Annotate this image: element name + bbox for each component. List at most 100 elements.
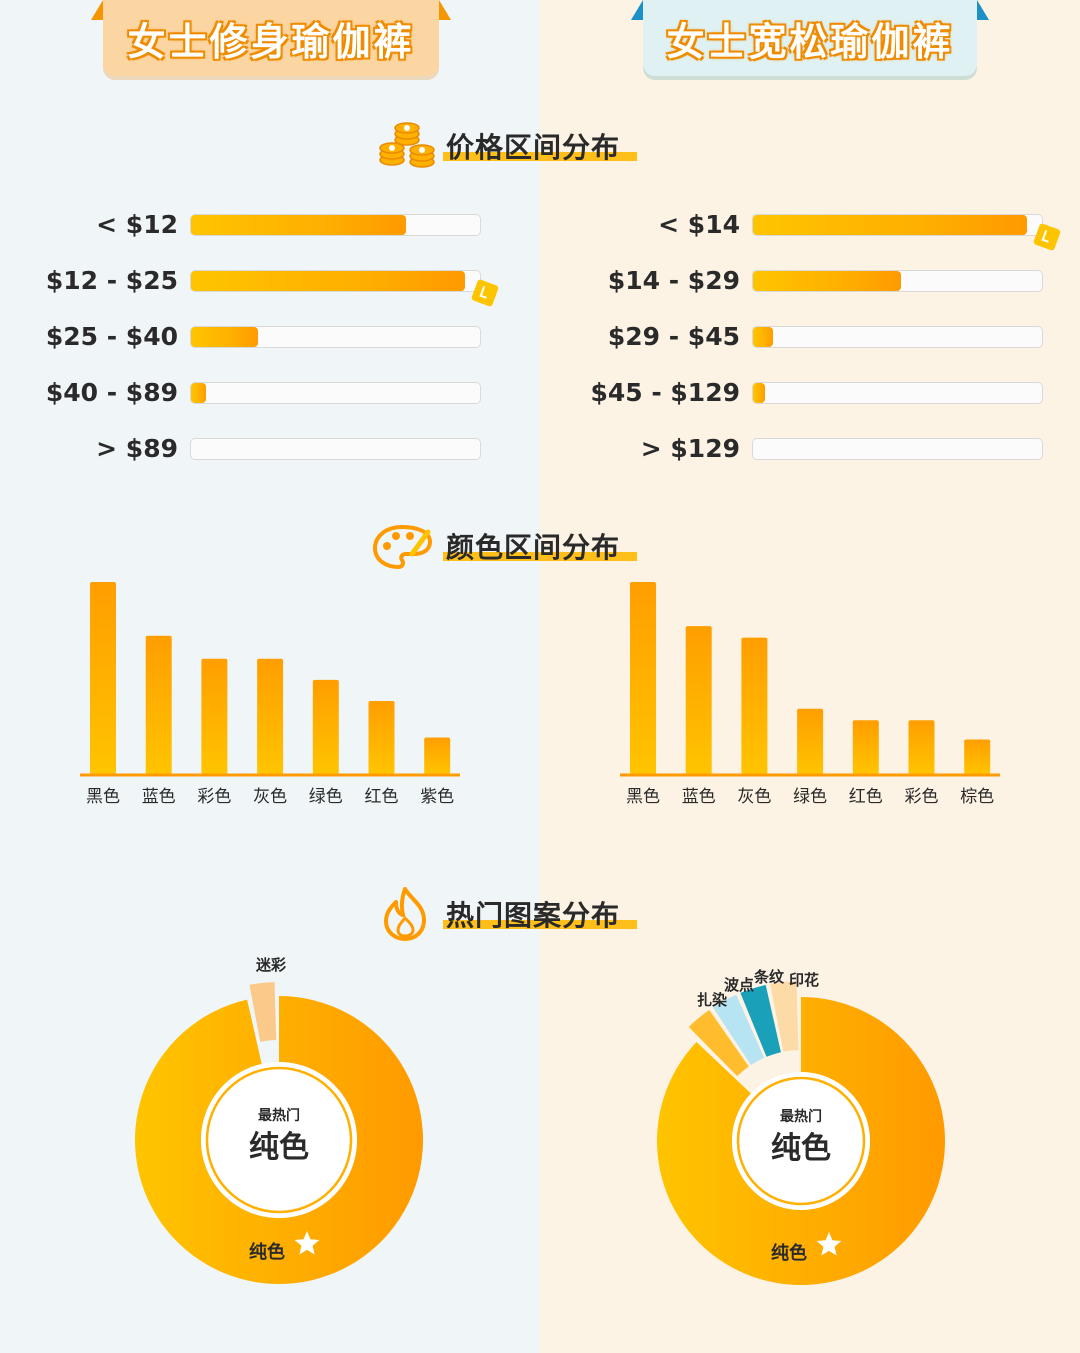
color-category-label: 绿色 xyxy=(793,787,827,807)
price-bar xyxy=(753,215,1027,235)
flame-icon xyxy=(384,887,426,941)
price-bar-track xyxy=(752,270,1043,292)
price-bar-track xyxy=(752,438,1043,460)
price-bar xyxy=(753,327,774,347)
donut-center-ring xyxy=(205,1066,353,1214)
color-bar xyxy=(630,582,656,774)
price-tick-label: > $129 xyxy=(640,434,740,463)
section-pattern: 热门图案分布 xyxy=(0,886,1080,946)
color-category-label: 绿色 xyxy=(309,787,343,807)
price-tick-label: $12 - $25 xyxy=(45,266,178,295)
color-bar xyxy=(685,626,712,774)
header-corner-decoration xyxy=(631,0,643,20)
color-chart-left: 黑色 蓝色 彩色 灰色 绿色 红色 紫色 xyxy=(80,582,460,807)
pattern-slice xyxy=(740,984,781,1057)
price-tick-label: $45 - $129 xyxy=(590,378,740,407)
donut-center-caption: 最热门 xyxy=(780,1108,822,1125)
color-bar xyxy=(368,701,395,774)
color-category-label: 红色 xyxy=(365,787,399,807)
price-bar xyxy=(191,215,407,235)
price-tick-label: $40 - $89 xyxy=(45,378,178,407)
price-tick-label: $25 - $40 xyxy=(45,322,178,351)
price-bar xyxy=(191,271,465,291)
color-category-label: 紫色 xyxy=(420,787,454,807)
price-bar xyxy=(191,327,258,347)
pattern-slice-label: 纯色 xyxy=(771,1242,807,1264)
star-icon xyxy=(294,1231,320,1255)
section-title-pattern: 热门图案分布 xyxy=(446,899,621,932)
palette-icon xyxy=(372,524,433,570)
color-category-label: 红色 xyxy=(849,787,883,807)
pattern-slice xyxy=(688,1009,749,1077)
section-title-price: 价格区间分布 xyxy=(446,131,621,164)
price-bar-track xyxy=(190,270,481,292)
color-category-label: 彩色 xyxy=(905,787,939,807)
donut-center-ring xyxy=(736,1076,866,1206)
price-bar-track xyxy=(190,214,481,236)
color-category-label: 黑色 xyxy=(86,787,120,807)
color-chart-right: 黑色 蓝色 灰色 绿色 红色 彩色 棕色 xyxy=(620,582,1000,807)
color-bar xyxy=(257,658,284,774)
price-bar-track xyxy=(752,382,1043,404)
section-underline xyxy=(443,920,637,929)
pattern-slice-label: 波点 xyxy=(724,976,754,994)
price-bar xyxy=(753,271,902,291)
price-bar-track xyxy=(752,214,1043,236)
donut-center xyxy=(732,1072,870,1210)
color-bar xyxy=(90,582,116,774)
section-color: 颜色区间分布 xyxy=(0,518,1080,578)
pattern-slice xyxy=(249,982,277,1042)
pattern-slice xyxy=(770,981,799,1052)
header-corner-decoration xyxy=(439,0,451,20)
price-bar-track xyxy=(752,326,1043,348)
pattern-slice xyxy=(134,996,423,1284)
pattern-slice-label: 纯色 xyxy=(249,1241,285,1263)
price-bar xyxy=(753,383,765,403)
color-category-label: 黑色 xyxy=(626,787,660,807)
price-tick-label: < $12 xyxy=(96,210,178,239)
header-right-title: 女士宽松瑜伽裤 xyxy=(643,0,977,76)
pattern-slice-label: 迷彩 xyxy=(255,956,286,974)
color-bar xyxy=(908,720,935,774)
price-bar-track xyxy=(190,382,481,404)
donut-center-value: 纯色 xyxy=(249,1130,309,1165)
color-category-label: 彩色 xyxy=(197,787,231,807)
section-underline xyxy=(443,552,637,561)
section-underline xyxy=(443,152,637,161)
color-category-label: 灰色 xyxy=(253,787,287,807)
color-bar xyxy=(797,708,824,774)
header-left-title: 女士修身瑜伽裤 xyxy=(103,0,439,76)
color-bar xyxy=(424,737,451,774)
pattern-slice xyxy=(712,994,765,1066)
price-bar xyxy=(191,383,206,403)
donut-center-value: 纯色 xyxy=(771,1131,831,1166)
donut-center-caption: 最热门 xyxy=(258,1107,300,1124)
donut-center xyxy=(201,1062,357,1218)
star-icon xyxy=(816,1232,842,1256)
price-bar-track xyxy=(190,438,481,460)
color-category-label: 蓝色 xyxy=(142,787,176,807)
pattern-slice xyxy=(657,997,945,1285)
color-bar xyxy=(145,635,172,774)
pattern-slice-label: 扎染 xyxy=(697,991,728,1009)
section-title-color: 颜色区间分布 xyxy=(446,531,621,564)
price-tick-label: $29 - $45 xyxy=(607,322,740,351)
pattern-slice-label: 条纹 xyxy=(753,968,785,986)
color-category-label: 蓝色 xyxy=(682,787,716,807)
header-corner-decoration xyxy=(91,0,103,20)
header-corner-decoration xyxy=(977,0,989,20)
color-category-label: 棕色 xyxy=(960,787,994,807)
color-bar xyxy=(964,739,991,774)
price-tick-label: $14 - $29 xyxy=(607,266,740,295)
color-category-label: 灰色 xyxy=(737,787,771,807)
color-bar xyxy=(312,679,339,774)
color-bar xyxy=(852,720,879,774)
coin-stack-icon xyxy=(379,122,435,168)
section-price: 价格区间分布 xyxy=(0,118,1080,178)
price-tick-label: < $14 xyxy=(658,210,740,239)
price-bar-track xyxy=(190,326,481,348)
price-tick-label: > $89 xyxy=(96,434,178,463)
color-bar xyxy=(741,637,768,774)
